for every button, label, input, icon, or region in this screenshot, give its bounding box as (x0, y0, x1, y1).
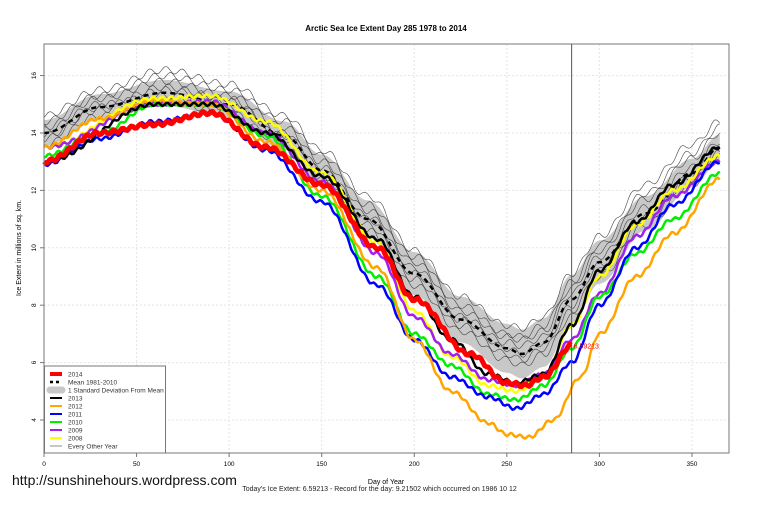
legend-label: 1 Standard Deviation From Mean (68, 388, 164, 395)
legend-label: 2011 (68, 412, 82, 419)
legend-label: 2009 (68, 428, 83, 435)
mean-line-path (43, 91, 720, 356)
legend-label: Mean 1981-2010 (68, 380, 118, 387)
chart-title: Arctic Sea Ice Extent Day 285 1978 to 20… (305, 24, 467, 33)
other-years (43, 66, 720, 367)
other-year-line (43, 72, 720, 339)
legend-label: Every Other Year (68, 444, 118, 451)
legend-label: 2013 (68, 396, 83, 403)
x-tick-label: 300 (594, 461, 605, 468)
legend-label: 2010 (68, 420, 83, 427)
y-tick-label: 6 (31, 360, 38, 364)
legend-box (44, 365, 166, 454)
x-tick-label: 150 (316, 461, 327, 468)
plot-frame (43, 43, 730, 454)
y-tick-label: 12 (31, 186, 38, 194)
other-year-line (43, 92, 720, 349)
axes: 0 50 100 150 200 250 300 350 4 6 8 10 12 14 16 6.59213 (31, 43, 730, 468)
x-axis-label: Day of Year (368, 479, 405, 486)
y-tick-label: 4 (31, 418, 38, 422)
y-axis-label: Ice Extent in millions of sq. km. (16, 200, 23, 296)
mean-line (43, 91, 720, 356)
legend-label: 2008 (68, 436, 83, 443)
series-line-2013 (43, 101, 721, 386)
x-tick-label: 350 (687, 461, 698, 468)
series-line-2014 (42, 108, 573, 390)
x-tick-label: 50 (133, 461, 141, 468)
series-lines (42, 92, 721, 440)
other-year-line (43, 77, 720, 343)
y-tick-label: 16 (31, 72, 38, 80)
today-value-label: 6.59213 (574, 344, 599, 351)
y-tick-label: 10 (31, 244, 38, 252)
legend-label: 2014 (68, 372, 83, 379)
x-tick-label: 100 (224, 461, 235, 468)
other-year-line (43, 66, 720, 332)
x-tick-label: 250 (501, 461, 512, 468)
legend-label: 2012 (68, 404, 83, 411)
status-text: Today's Ice Extent: 6.59213 - Record for… (242, 486, 517, 493)
x-tick-label: 200 (409, 461, 420, 468)
y-tick-label: 8 (31, 303, 38, 307)
x-tick-label: 0 (42, 461, 46, 468)
watermark[interactable]: http://sunshinehours.wordpress.com (12, 472, 237, 488)
y-tick-label: 14 (31, 129, 38, 137)
